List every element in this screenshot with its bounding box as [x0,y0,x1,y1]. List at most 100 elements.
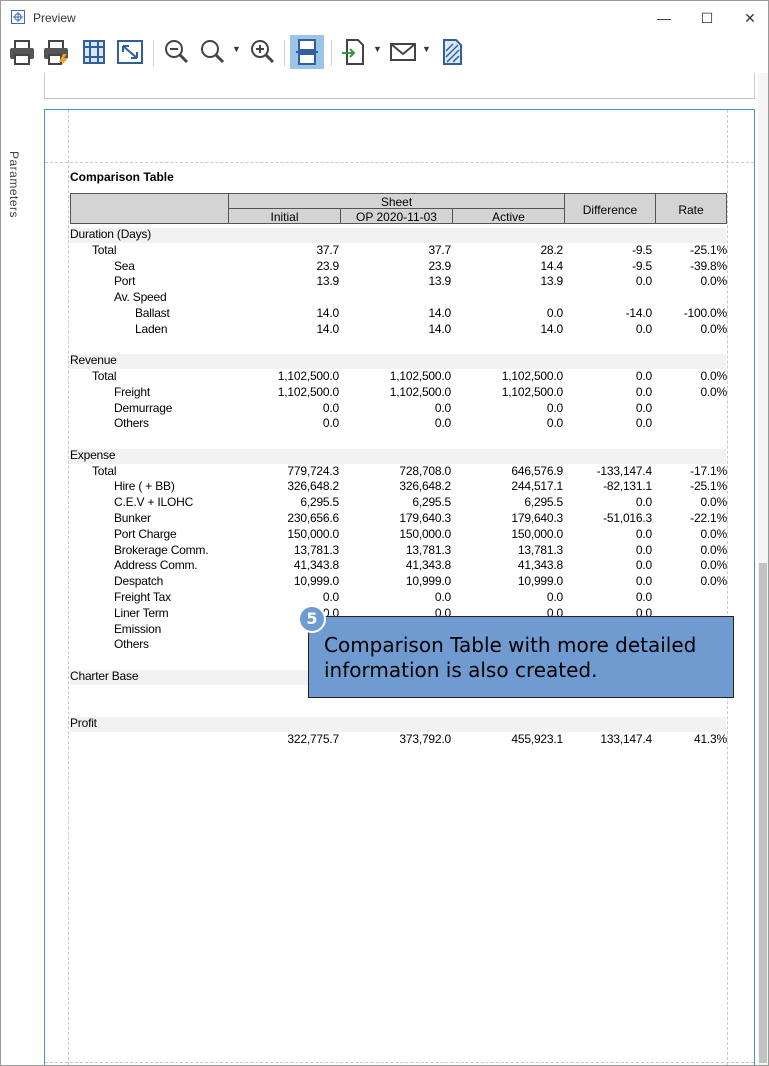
email-dropdown-icon[interactable]: ▼ [422,44,431,54]
header-initial: Initial [270,210,299,224]
export-dropdown-icon[interactable]: ▼ [373,44,382,54]
row-value: 37.7 [316,242,339,257]
row-value: 1,102,500.0 [277,369,339,384]
row-value: 14.0 [316,321,339,336]
row-value: 13.9 [540,274,563,289]
row-label: Hire ( + BB) [114,479,175,494]
row-value: -133,147.4 [596,463,653,478]
row-value: 0.0 [635,384,652,399]
scrollbar-thumb[interactable] [759,563,767,1063]
page-setup-icon[interactable] [79,37,109,67]
row-label: Port [114,274,136,289]
row-label: Liner Term [114,605,169,620]
row-value: 0.0% [700,384,727,399]
app-icon [11,10,25,24]
minimize-button[interactable]: — [657,10,671,26]
fit-page-icon[interactable] [115,37,145,67]
row-value: 0.0 [635,495,652,510]
maximize-button[interactable]: ☐ [700,10,714,26]
row-value: 179,640.3 [511,511,563,526]
row-value: 0.0 [322,400,339,415]
row-value: 0.0 [434,416,451,431]
zoom-in-icon[interactable] [247,37,277,67]
row-value: 150,000.0 [287,526,339,541]
row-value: 14.0 [316,305,339,320]
row-value: 41,343.8 [517,558,563,573]
toolbar-separator [284,40,285,66]
row-value: 1,102,500.0 [501,384,563,399]
print-icon[interactable] [7,37,37,67]
row-value: 779,724.3 [287,463,339,478]
export-icon[interactable] [339,37,369,67]
row-label: Sea [114,258,135,273]
parameters-side-tab[interactable]: Parameters [1,73,31,1063]
row-value: 326,648.2 [287,479,339,494]
row-value: 0.0% [700,495,727,510]
row-label: Freight Tax [114,589,171,604]
row-value: 0.0 [635,526,652,541]
close-button[interactable]: ✕ [744,10,756,26]
row-value: -51,016.3 [603,511,652,526]
zoom-dropdown-icon[interactable]: ▼ [232,44,241,54]
row-value: 150,000.0 [399,526,451,541]
row-label: Despatch [114,574,164,589]
toolbar: ▼ ▼ ▼ [1,34,768,72]
parameters-tab-label: Parameters [7,151,21,219]
row-value: 0.0% [700,574,727,589]
toolbar-separator [331,40,332,66]
row-value: 0.0% [700,321,727,336]
row-value: -14.0 [625,305,653,320]
section-band [70,228,726,243]
section-band [70,448,726,464]
row-value: -9.5 [632,242,652,257]
row-value: -9.5 [632,258,652,273]
row-value: 13,781.3 [293,542,339,557]
row-label: Others [114,416,149,431]
row-value: 13,781.3 [405,542,451,557]
quick-print-icon[interactable] [41,37,71,67]
email-icon[interactable] [388,37,418,67]
vertical-scrollbar[interactable] [758,73,768,1065]
row-value: 14.0 [428,321,451,336]
report-page: Comparison Table Sheet Initial OP 2020-1… [44,109,755,1065]
row-value: 0.0 [322,589,339,604]
row-value: -17.1% [690,463,727,478]
row-value: 0.0 [635,574,652,589]
row-value: 41.3% [693,731,727,746]
row-value: 133,147.4 [600,731,652,746]
row-value: 0.0% [700,542,727,557]
step-number-badge: 5 [298,605,326,633]
row-label: Bunker [114,511,151,526]
callout-text: Comparison Table with more detailed info… [324,633,697,682]
previous-page [44,73,755,99]
row-label: Brokerage Comm. [114,542,209,557]
row-label: Freight [114,384,150,399]
row-value: 41,343.8 [293,558,339,573]
row-value: 0.0 [635,589,652,604]
preview-viewport[interactable]: Comparison Table Sheet Initial OP 2020-1… [31,73,768,1065]
zoom-out-icon[interactable] [161,37,191,67]
multi-page-icon[interactable] [290,35,324,69]
row-value: 6,295.5 [412,495,451,510]
margin-guide [45,162,754,163]
row-value: -82,131.1 [603,479,652,494]
window-title: Preview [33,11,76,25]
row-value: 0.0% [700,274,727,289]
row-value: -39.8% [690,258,727,273]
row-value: -25.1% [690,242,727,257]
row-label: Revenue [70,353,117,368]
section-band [70,354,726,370]
row-value: -25.1% [690,479,727,494]
title-bar: Preview — ☐ ✕ [1,1,768,34]
row-value: 10,999.0 [517,574,563,589]
row-label: Others [114,637,149,652]
row-value: 0.0 [635,558,652,573]
watermark-icon[interactable] [437,37,467,67]
row-value: 14.0 [540,321,563,336]
zoom-icon[interactable] [197,37,227,67]
row-value: 23.9 [316,258,339,273]
margin-guide [68,110,69,1065]
row-value: 1,102,500.0 [389,384,451,399]
header-label-cell [70,193,229,224]
